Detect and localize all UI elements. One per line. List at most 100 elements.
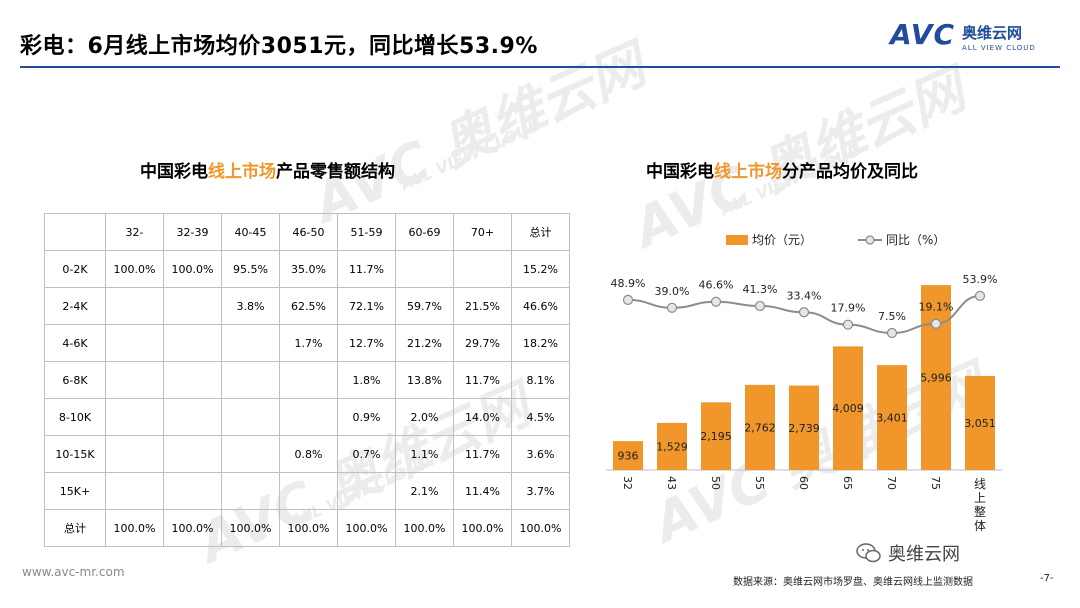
table-cell (221, 435, 280, 473)
table-cell: 21.5% (453, 287, 512, 325)
table-cell: 72.1% (337, 287, 396, 325)
table-row-header: 2-4K (44, 287, 106, 325)
table-cell: 1.1% (395, 435, 454, 473)
table-cell: 12.7% (337, 324, 396, 362)
table-cell (395, 250, 454, 288)
legend-label-line: 同比（%） (886, 233, 945, 247)
table-cell: 100.0% (453, 509, 512, 547)
yoy-point (798, 307, 810, 318)
x-tick-label: 75 (929, 476, 942, 490)
table-cell (105, 435, 164, 473)
table-cell: 46.6% (511, 287, 570, 325)
table-row-header: 8-10K (44, 398, 106, 436)
table-cell: 15.2% (511, 250, 570, 288)
table-cell (279, 398, 338, 436)
yoy-value-label: 48.9% (611, 277, 646, 290)
table-header-cell: 60-69 (395, 213, 454, 251)
table-row-header: 15K+ (44, 472, 106, 510)
table-header-row: 32- 32-39 40-45 46-50 51-59 60-69 70+ 总计 (44, 213, 570, 251)
table-cell (221, 398, 280, 436)
x-tick-label: 43 (665, 476, 678, 490)
table-cell (221, 324, 280, 362)
table-cell (221, 361, 280, 399)
avg-price-chart: 均价（元） 同比（%） 936 1,529 2,195 2,762 2,739 4,009 3,… (606, 233, 1002, 533)
data-source-note: 数据来源：奥维云网市场罗盘、奥维云网线上监测数据 (733, 577, 973, 588)
table-cell: 100.0% (279, 509, 338, 547)
table-header-cell: 51-59 (337, 213, 396, 251)
table-header-cell: 32- (105, 213, 164, 251)
table-row: 15K+ 2.1% 11.4% 3.7% (44, 472, 570, 510)
table-cell: 100.0% (105, 250, 164, 288)
yoy-point (666, 302, 678, 313)
yoy-value-label: 19.1% (919, 301, 954, 314)
retail-structure-table: 32- 32-39 40-45 46-50 51-59 60-69 70+ 总计 0-2K 100… (44, 213, 570, 547)
yoy-value-label: 46.6% (699, 279, 734, 292)
table-cell (105, 287, 164, 325)
legend-swatch-bar (726, 235, 748, 245)
table-cell (105, 361, 164, 399)
table-row-header: 总计 (44, 509, 106, 547)
table-cell: 1.8% (337, 361, 396, 399)
table-cell: 13.8% (395, 361, 454, 399)
footer-url[interactable]: www.avc-mr.com (22, 565, 125, 579)
table-cell: 0.8% (279, 435, 338, 473)
x-tick-label: 线上整体 (974, 477, 986, 533)
table-row: 10-15K 0.8% 0.7% 1.1% 11.7% 3.6% (44, 435, 570, 473)
table-cell: 100.0% (163, 250, 222, 288)
table-cell: 0.7% (337, 435, 396, 473)
yoy-value-label: 33.4% (787, 289, 822, 302)
x-tick-label: 50 (709, 476, 722, 490)
page-title: 彩电：6月线上市场均价3051元，同比增长53.9% (20, 34, 538, 59)
table-cell: 100.0% (221, 509, 280, 547)
wechat-account-name: 奥维云网 (888, 544, 960, 565)
wechat-icon (856, 543, 881, 563)
bar-value-label: 1,529 (656, 440, 688, 453)
yoy-point (622, 294, 634, 305)
table-header-cell: 70+ (453, 213, 512, 251)
table-header-cell: 46-50 (279, 213, 338, 251)
bar-value-label: 2,762 (744, 421, 776, 434)
table-cell: 100.0% (163, 509, 222, 547)
bar (613, 441, 643, 470)
table-cell: 35.0% (279, 250, 338, 288)
bar-value-label: 3,051 (964, 417, 996, 430)
table-header-cell (44, 213, 106, 251)
table-cell (163, 361, 222, 399)
table-cell: 62.5% (279, 287, 338, 325)
table-cell (163, 472, 222, 510)
header-divider (20, 66, 1060, 68)
table-row: 2-4K 3.8% 62.5% 72.1% 59.7% 21.5% 46.6% (44, 287, 570, 325)
bar (745, 384, 775, 470)
legend-marker-line (865, 235, 875, 245)
table-cell (105, 324, 164, 362)
table-cell: 100.0% (105, 509, 164, 547)
yoy-point (930, 318, 942, 329)
table-cell: 2.1% (395, 472, 454, 510)
table-cell: 3.8% (221, 287, 280, 325)
table-cell: 11.7% (453, 435, 512, 473)
table-row-header: 0-2K (44, 250, 106, 288)
table-cell: 14.0% (453, 398, 512, 436)
yoy-point (710, 296, 722, 307)
logo-cn-text: 奥维云网 (962, 24, 1023, 42)
table-cell: 4.5% (511, 398, 570, 436)
yoy-point (886, 327, 898, 339)
chart-title: 中国彩电线上市场分产品均价及同比 (646, 162, 918, 182)
bar (965, 375, 995, 470)
table-cell: 11.7% (337, 250, 396, 288)
x-tick-label: 32 (621, 476, 634, 490)
bar-value-label: 2,195 (700, 430, 732, 443)
yoy-value-label: 17.9% (831, 302, 866, 315)
table-row-header: 6-8K (44, 361, 106, 399)
bar (657, 422, 687, 470)
table-cell: 100.0% (511, 509, 570, 547)
bar (921, 285, 951, 470)
bar-value-label: 5,996 (920, 372, 952, 385)
table-cell: 2.0% (395, 398, 454, 436)
table-cell (163, 324, 222, 362)
bar-value-label: 2,739 (788, 422, 820, 435)
table-cell: 3.7% (511, 472, 570, 510)
x-tick-label: 65 (841, 476, 854, 490)
table-row: 4-6K 1.7% 12.7% 21.2% 29.7% 18.2% (44, 324, 570, 362)
table-cell: 100.0% (395, 509, 454, 547)
